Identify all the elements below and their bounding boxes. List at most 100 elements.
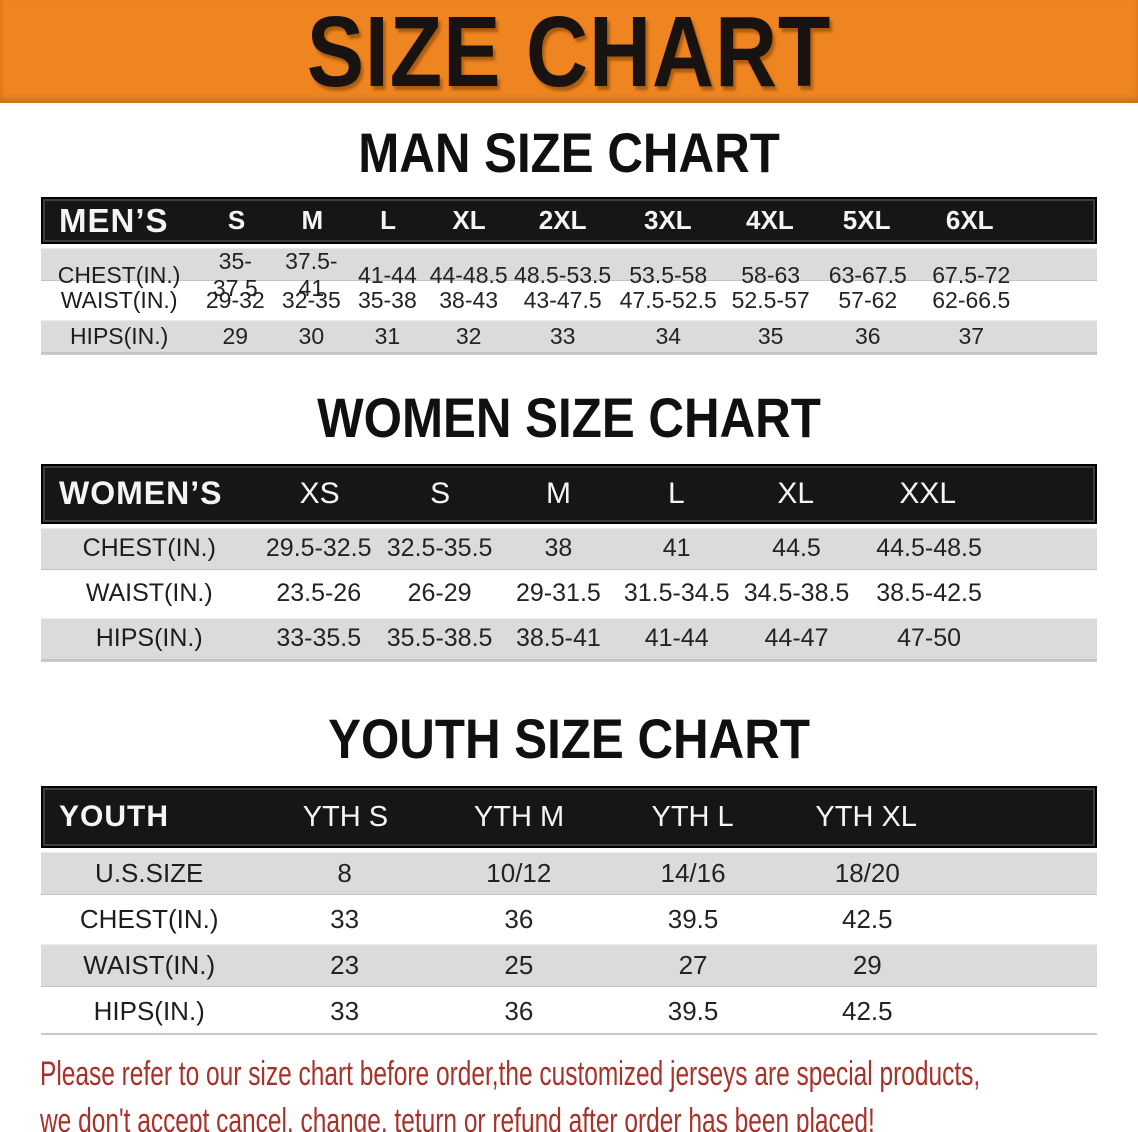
- value-cell: 35: [757, 323, 784, 350]
- value-cell: 38-43: [439, 287, 499, 314]
- table-row: WAIST(IN.) 29-32 32-35 35-38 38-43 43-47.5 47.…: [41, 284, 1097, 318]
- value-cell: 8: [337, 858, 352, 889]
- size-header-cell: XS: [299, 476, 340, 510]
- value-cell: 33-35.5: [276, 624, 362, 653]
- banner-title: SIZE CHART: [306, 0, 832, 108]
- table-title-cell: YOUTH: [59, 800, 169, 834]
- value-cell: 38.5-42.5: [876, 579, 982, 608]
- table-row: HIPS(IN.) 33-35.5 35.5-38.5 38.5-41 41-44 44-…: [41, 617, 1097, 660]
- size-chart-section: MAN SIZE CHART MEN’S S M L XL 2XL 3XL 4XL 5XL 6XL…: [0, 121, 1138, 356]
- table-body: CHEST(IN.) 35-37.5 37.5-41 41-44 44-48.5 48.5…: [41, 248, 1097, 354]
- value-cell: 29-31.5: [516, 579, 601, 608]
- section-heading: WOMEN SIZE CHART: [317, 386, 821, 450]
- size-header-cell: S: [227, 205, 246, 236]
- value-cell: 41: [662, 534, 691, 563]
- value-cell: 29.5-32.5: [265, 534, 372, 563]
- value-cell: 36: [504, 904, 534, 935]
- value-cell: 67.5-72: [932, 261, 1011, 288]
- table-body: CHEST(IN.) 29.5-32.5 32.5-35.5 38 41 44.5 44.5…: [41, 527, 1097, 660]
- value-cell: 35.5-38.5: [386, 624, 493, 653]
- value-cell: 29-32: [205, 287, 265, 314]
- value-cell: 58-63: [741, 261, 801, 288]
- value-cell: 37.5-41: [285, 248, 338, 302]
- value-cell: 44-48.5: [429, 261, 508, 288]
- value-cell: 63-67.5: [828, 261, 907, 288]
- table-row: HIPS(IN.) 33 36 39.5 42.5: [41, 990, 1097, 1034]
- value-cell: 38.5-41: [516, 624, 601, 653]
- section-heading: YOUTH SIZE CHART: [328, 706, 810, 770]
- size-header-cell: XL: [777, 476, 815, 510]
- value-cell: 14/16: [660, 858, 726, 889]
- table-title-cell: MEN’S: [59, 201, 169, 239]
- table-row: CHEST(IN.) 35-37.5 37.5-41 41-44 44-48.5 48.5…: [41, 248, 1097, 301]
- size-header-cell: XL: [452, 205, 486, 236]
- value-cell: 33: [330, 996, 360, 1027]
- value-cell: 18/20: [834, 858, 900, 889]
- row-label-cell: WAIST(IN.): [83, 950, 216, 981]
- size-chart-sections: MAN SIZE CHART MEN’S S M L XL 2XL 3XL 4XL 5XL 6XL…: [0, 121, 1138, 1036]
- size-table: MEN’S S M L XL 2XL 3XL 4XL 5XL 6XL CHEST(IN.) 35-3…: [41, 197, 1097, 356]
- value-cell: 44.5: [772, 534, 821, 563]
- banner: SIZE CHART: [0, 0, 1138, 103]
- value-cell: 26-29: [407, 579, 472, 608]
- value-cell: 34.5-38.5: [743, 579, 850, 608]
- value-cell: 57-62: [838, 287, 898, 314]
- value-cell: 31: [374, 323, 401, 350]
- table-header-row: YOUTH YTH S YTH M YTH L YTH XL: [41, 786, 1097, 849]
- disclaimer-line-2: we don't accept cancel, change, teturn o…: [40, 1102, 875, 1132]
- table-header-row: WOMEN’S XS S M L XL XXL: [41, 463, 1097, 524]
- value-cell: 53.5-58: [629, 261, 708, 288]
- value-cell: 29: [852, 950, 882, 981]
- size-header-cell: YTH M: [473, 800, 565, 833]
- value-cell: 47.5-52.5: [619, 287, 717, 314]
- value-cell: 42.5: [841, 904, 893, 935]
- size-table: YOUTH YTH S YTH M YTH L YTH XL U.S.SIZE 8 10/1…: [41, 786, 1097, 1036]
- value-cell: 33: [549, 323, 576, 350]
- table-row: U.S.SIZE 8 10/12 14/16 18/20: [41, 852, 1097, 896]
- value-cell: 31.5-34.5: [623, 579, 730, 608]
- value-cell: 44.5-48.5: [876, 534, 982, 563]
- size-header-cell: S: [430, 476, 451, 510]
- value-cell: 44-47: [764, 624, 829, 653]
- table-row: CHEST(IN.) 29.5-32.5 32.5-35.5 38 41 44.5 44.5…: [41, 527, 1097, 570]
- size-header-cell: YTH S: [302, 800, 389, 833]
- row-label-cell: WAIST(IN.): [85, 579, 213, 608]
- value-cell: 30: [298, 323, 325, 350]
- value-cell: 52.5-57: [731, 287, 810, 314]
- size-header-cell: L: [667, 476, 685, 510]
- value-cell: 35-37.5: [212, 248, 258, 302]
- row-label-cell: U.S.SIZE: [95, 858, 204, 889]
- table-body: U.S.SIZE 8 10/12 14/16 18/20 CHEST(IN.) 33 36 39…: [41, 852, 1097, 1034]
- size-header-cell: 2XL: [538, 205, 587, 236]
- value-cell: 39.5: [667, 904, 719, 935]
- value-cell: 32-35: [281, 287, 341, 314]
- size-header-cell: L: [380, 205, 396, 236]
- value-cell: 48.5-53.5: [514, 261, 612, 288]
- value-cell: 36: [504, 996, 534, 1027]
- value-cell: 25: [504, 950, 534, 981]
- value-cell: 32.5-35.5: [386, 534, 493, 563]
- value-cell: 35-38: [357, 287, 417, 314]
- value-cell: 23: [330, 950, 360, 981]
- row-label-cell: CHEST(IN.): [79, 904, 219, 935]
- value-cell: 47-50: [897, 624, 962, 653]
- table-row: WAIST(IN.) 23.5-26 26-29 29-31.5 31.5-34.5 34…: [41, 572, 1097, 615]
- size-header-cell: M: [301, 205, 324, 236]
- table-row: CHEST(IN.) 33 36 39.5 42.5: [41, 898, 1097, 942]
- value-cell: 42.5: [841, 996, 893, 1027]
- value-cell: 36: [855, 323, 881, 350]
- size-header-cell: 5XL: [842, 205, 891, 236]
- value-cell: 33: [330, 904, 360, 935]
- table-row: HIPS(IN.) 29 30 31 32 33 34 35 36 37: [41, 320, 1097, 354]
- value-cell: 23.5-26: [276, 579, 362, 608]
- section-heading: MAN SIZE CHART: [358, 121, 780, 184]
- row-label-cell: HIPS(IN.): [93, 996, 205, 1027]
- disclaimer-text: Please refer to our size chart before or…: [40, 1051, 1138, 1132]
- value-cell: 34: [655, 323, 682, 350]
- row-label-cell: WAIST(IN.): [60, 287, 178, 314]
- value-cell: 27: [678, 950, 708, 981]
- value-cell: 37: [958, 323, 985, 350]
- size-chart-section: WOMEN SIZE CHART WOMEN’S XS S M L XL XXL CHEST…: [0, 386, 1138, 662]
- value-cell: 39.5: [667, 996, 719, 1027]
